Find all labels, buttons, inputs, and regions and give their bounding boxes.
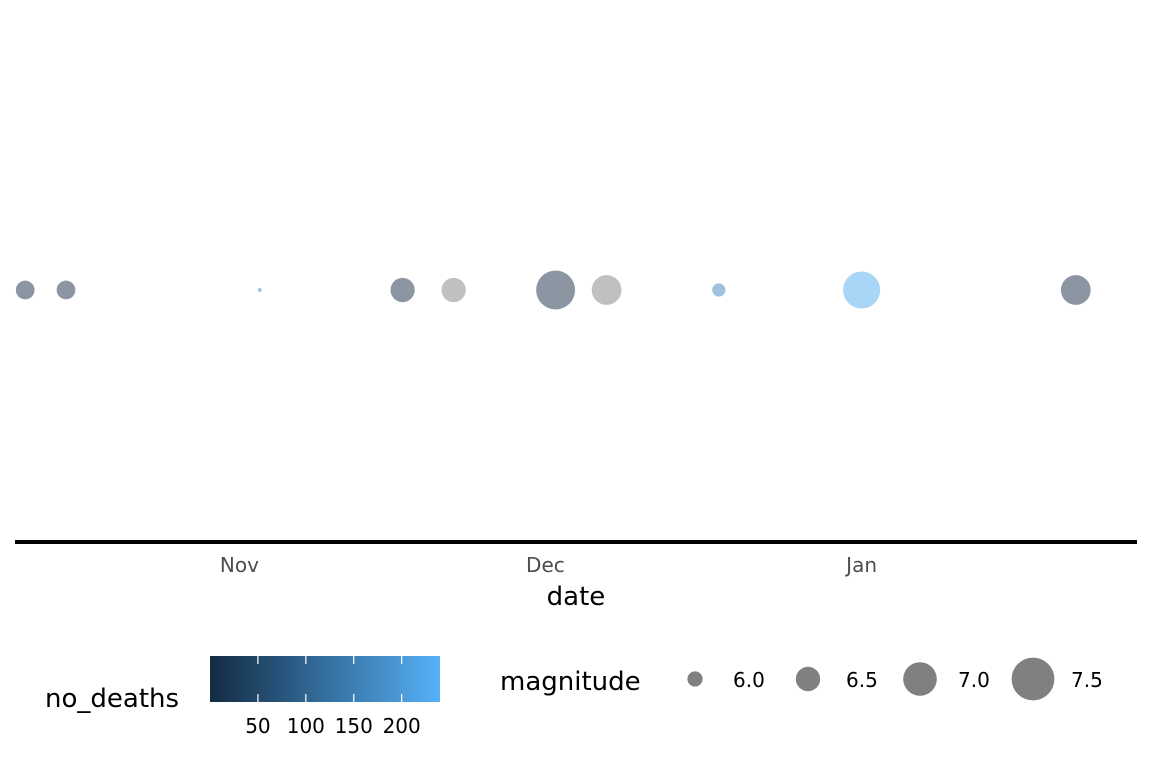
size-key-circle	[903, 662, 937, 696]
size-key-circle	[1011, 657, 1055, 701]
data-point-1	[15, 280, 35, 300]
color-legend-title: no_deaths	[45, 684, 179, 714]
data-point-6	[536, 270, 576, 310]
data-point-4	[390, 277, 415, 303]
color-legend: no_deaths 50 100 150 200	[45, 656, 440, 738]
x-tick-labels: Nov Dec Jan	[220, 553, 877, 577]
size-legend-title: magnitude	[500, 667, 641, 697]
data-point-8	[712, 283, 726, 297]
size-key-label: 6.5	[846, 668, 878, 692]
colorbar	[210, 656, 440, 702]
x-axis-title: date	[547, 582, 606, 612]
size-key-label: 7.0	[958, 668, 990, 692]
data-point-3	[257, 288, 262, 292]
x-tick-label: Jan	[844, 553, 877, 577]
x-tick-label: Nov	[220, 553, 259, 577]
colorbar-label: 100	[287, 714, 325, 738]
colorbar-label: 150	[335, 714, 373, 738]
data-point-5	[441, 277, 466, 303]
data-point-2	[56, 280, 76, 300]
size-key-label: 7.5	[1071, 668, 1103, 692]
size-key-label: 6.0	[733, 668, 765, 692]
size-key-circle	[795, 666, 821, 692]
points-layer	[15, 270, 1091, 310]
size-key-circle	[687, 671, 703, 687]
colorbar-labels: 50 100 150 200	[245, 714, 421, 738]
x-tick-label: Dec	[526, 553, 565, 577]
data-point-7	[591, 275, 622, 305]
data-point-9	[843, 271, 881, 309]
size-legend-keys: 6.0 6.5 7.0 7.5	[687, 657, 1103, 701]
size-legend: magnitude 6.0 6.5 7.0 7.5	[500, 657, 1103, 701]
colorbar-label: 200	[383, 714, 421, 738]
colorbar-label: 50	[245, 714, 270, 738]
data-point-10	[1060, 275, 1091, 305]
colorbar-ticks	[257, 656, 403, 702]
